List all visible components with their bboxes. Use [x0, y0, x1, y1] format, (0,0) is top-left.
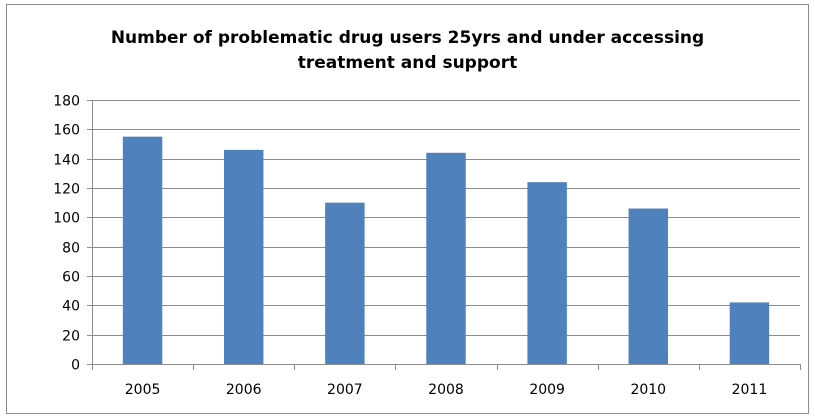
x-tick-label: 2006 [226, 382, 262, 398]
bar-2005 [123, 137, 162, 364]
bar-2006 [224, 150, 263, 364]
y-tick-label: 0 [71, 358, 80, 374]
bar-2011 [730, 302, 769, 364]
y-tick-label: 160 [53, 123, 80, 139]
x-tick-label: 2010 [630, 382, 666, 398]
x-tick-label: 2008 [428, 382, 464, 398]
bar-2010 [629, 209, 668, 364]
y-tick-label: 20 [62, 329, 80, 345]
bar-2008 [426, 153, 465, 364]
bar-2007 [325, 203, 364, 364]
y-tick-label: 80 [62, 241, 80, 257]
x-tick-label: 2009 [529, 382, 565, 398]
y-tick-label: 60 [62, 270, 80, 286]
y-tick-label: 100 [53, 211, 80, 227]
x-tick-label: 2005 [125, 382, 161, 398]
x-tick-label: 2007 [327, 382, 363, 398]
bar-2009 [527, 182, 566, 364]
x-tick-label: 2011 [732, 382, 768, 398]
y-tick-label: 120 [53, 182, 80, 198]
y-tick-label: 40 [62, 299, 80, 315]
y-tick-label: 180 [53, 94, 80, 110]
y-tick-label: 140 [53, 153, 80, 169]
